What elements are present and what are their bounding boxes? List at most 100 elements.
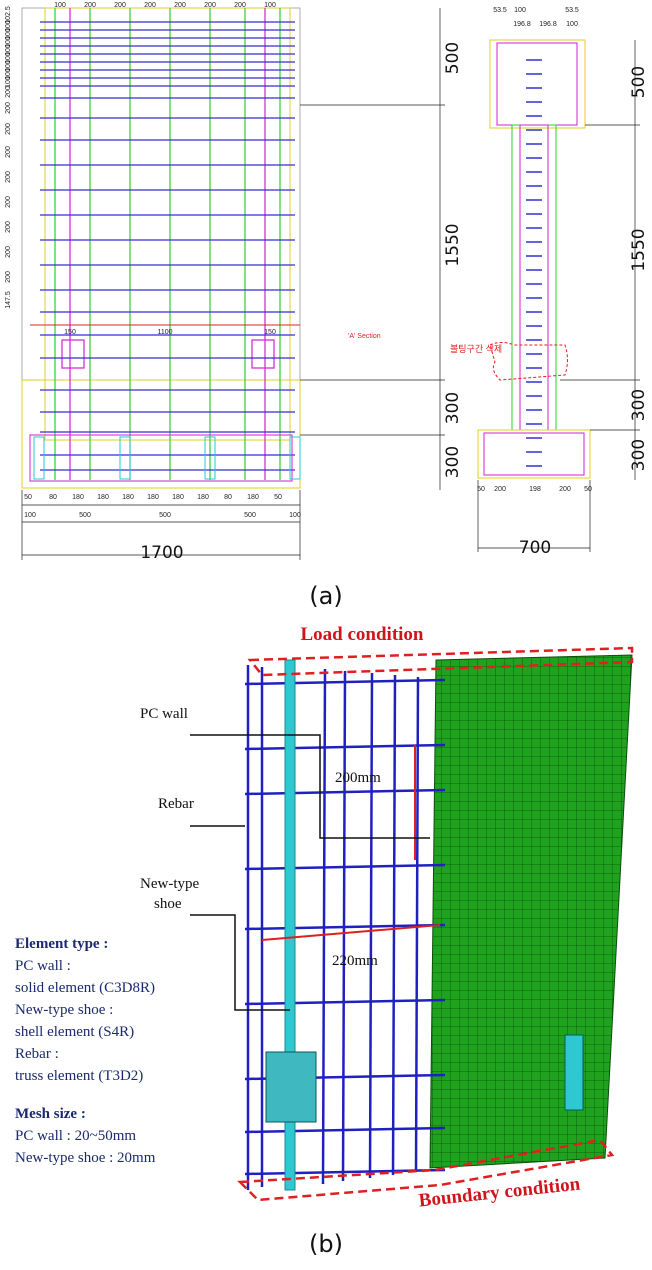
dim-label: 200 (5, 146, 12, 158)
mesh-line: PC wall : 20~50mm (15, 1128, 136, 1144)
dim-label: 200 (234, 2, 246, 9)
dim-label: 53.5 (565, 7, 579, 14)
dim-label: 200 (5, 246, 12, 258)
front-view (21, 7, 445, 560)
heading: Element type : (15, 936, 108, 952)
dim-label: 100 (24, 512, 36, 519)
height-dim: 1550 (443, 223, 463, 266)
element-line: shell element (S4R) (15, 1024, 134, 1040)
dim-label: 200 (174, 2, 186, 9)
dim-label: 102.5 (5, 6, 12, 24)
rebar-line (244, 788, 446, 796)
dim-label: 100 (289, 512, 301, 519)
dim-label: 100 (5, 52, 12, 64)
rebar-line (244, 678, 446, 686)
dim-label: 180 (147, 494, 159, 501)
dim-label: 100 (5, 44, 12, 56)
dim-label: 200 (84, 2, 96, 9)
dim-label: 200 (494, 486, 506, 493)
rebar-line (244, 743, 446, 751)
boundary-label: Boundary condition (418, 1174, 582, 1212)
dim-label: 200 (5, 86, 12, 98)
rebar-line (244, 1126, 446, 1134)
dim-label: 100 (5, 76, 12, 88)
height-dim: 300 (443, 446, 463, 478)
heading: Mesh size : (15, 1106, 86, 1122)
dim-label: 150 (64, 329, 76, 336)
caption: (b) (309, 1230, 343, 1258)
dim-label: 100 (5, 68, 12, 80)
dim-label: 180 (172, 494, 184, 501)
height-dim: 500 (629, 66, 649, 98)
rebar-line (244, 923, 446, 931)
dim-label: 196.8 (513, 21, 531, 28)
dim-label: 100 (5, 28, 12, 40)
dim-label: 500 (244, 512, 256, 519)
side-view (477, 39, 640, 552)
shoe-label: New-type (140, 876, 199, 892)
dim-label: 53.5 (493, 7, 507, 14)
element-line: truss element (T3D2) (15, 1068, 143, 1084)
dim-label: 50 (477, 486, 485, 493)
height-dim: 500 (443, 42, 463, 74)
rebar-line (244, 863, 446, 871)
spacing-label: 200mm (335, 770, 381, 786)
section-label: 'A' Section (348, 333, 381, 340)
dim-label: 200 (5, 171, 12, 183)
dim-label: 500 (79, 512, 91, 519)
height-dim: 300 (629, 439, 649, 471)
element-line: New-type shoe : (15, 1002, 113, 1018)
dim-label: 200 (559, 486, 571, 493)
dim-label: 180 (72, 494, 84, 501)
dim-label: 150 (264, 329, 276, 336)
note: 볼팅구간 삭제 (450, 344, 502, 354)
dim-label: 200 (204, 2, 216, 9)
dim-label: 50 (274, 494, 282, 501)
element-line: solid element (C3D8R) (15, 980, 155, 996)
dim-label: 198 (529, 486, 541, 493)
dim-label: 500 (159, 512, 171, 519)
dim-label: 100 (264, 2, 276, 9)
dim-label: 100 (566, 21, 578, 28)
element-line: Rebar : (15, 1046, 59, 1062)
dim-label: 50 (584, 486, 592, 493)
width-dim: 700 (519, 538, 551, 558)
caption: (a) (309, 582, 342, 610)
spacing-label: 220mm (332, 953, 378, 969)
dim-label: 80 (224, 494, 232, 501)
height-dim: 300 (629, 389, 649, 421)
dim-label: 200 (5, 271, 12, 283)
dim-label: 100 (5, 36, 12, 48)
dim-label: 200 (5, 123, 12, 135)
dim-label: 180 (197, 494, 209, 501)
dim-label: 100 (54, 2, 66, 9)
dim-label: 200 (144, 2, 156, 9)
fe-model (190, 646, 634, 1202)
mesh-line: New-type shoe : 20mm (15, 1150, 156, 1166)
dim-label: 1100 (157, 329, 172, 336)
width-dim: 1700 (140, 543, 183, 563)
element-line: PC wall : (15, 958, 71, 974)
rebar-label: Rebar (158, 796, 194, 812)
load-label: Load condition (300, 624, 423, 645)
dim-label: 100 (514, 7, 526, 14)
dim-label: 180 (247, 494, 259, 501)
pc-wall-label: PC wall (140, 706, 188, 722)
dim-label: 50 (24, 494, 32, 501)
dim-label: 180 (122, 494, 134, 501)
height-dim: 1550 (629, 228, 649, 271)
dim-label: 200 (5, 196, 12, 208)
dim-label: 100 (5, 20, 12, 32)
dim-label: 147.5 (5, 291, 12, 309)
dim-label: 80 (49, 494, 57, 501)
dim-label: 180 (97, 494, 109, 501)
rebar-line (244, 998, 446, 1006)
dim-label: 200 (5, 102, 12, 114)
dim-label: 100 (5, 60, 12, 72)
shoe-label: shoe (154, 896, 182, 912)
dim-label: 200 (5, 221, 12, 233)
dim-label: 196.8 (539, 21, 557, 28)
height-dim: 300 (443, 392, 463, 424)
